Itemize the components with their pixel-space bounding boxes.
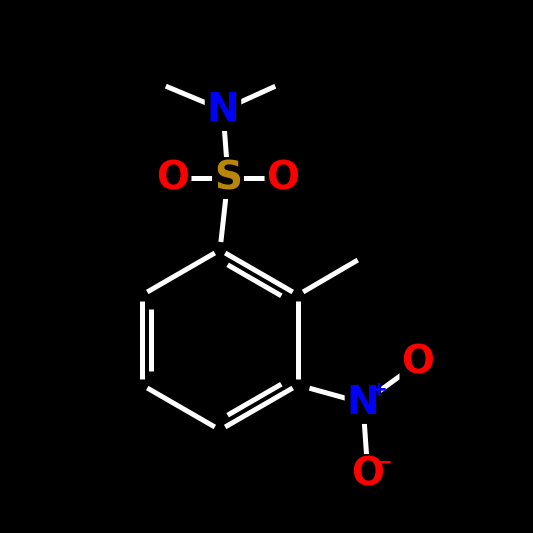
Text: O: O [401,344,434,382]
Text: N: N [346,384,379,422]
Text: O: O [157,159,190,197]
Text: O: O [351,456,384,494]
Text: +: + [369,381,387,400]
Text: −: − [374,453,392,472]
Text: O: O [266,159,300,197]
Text: N: N [207,91,239,129]
Text: S: S [214,159,242,197]
